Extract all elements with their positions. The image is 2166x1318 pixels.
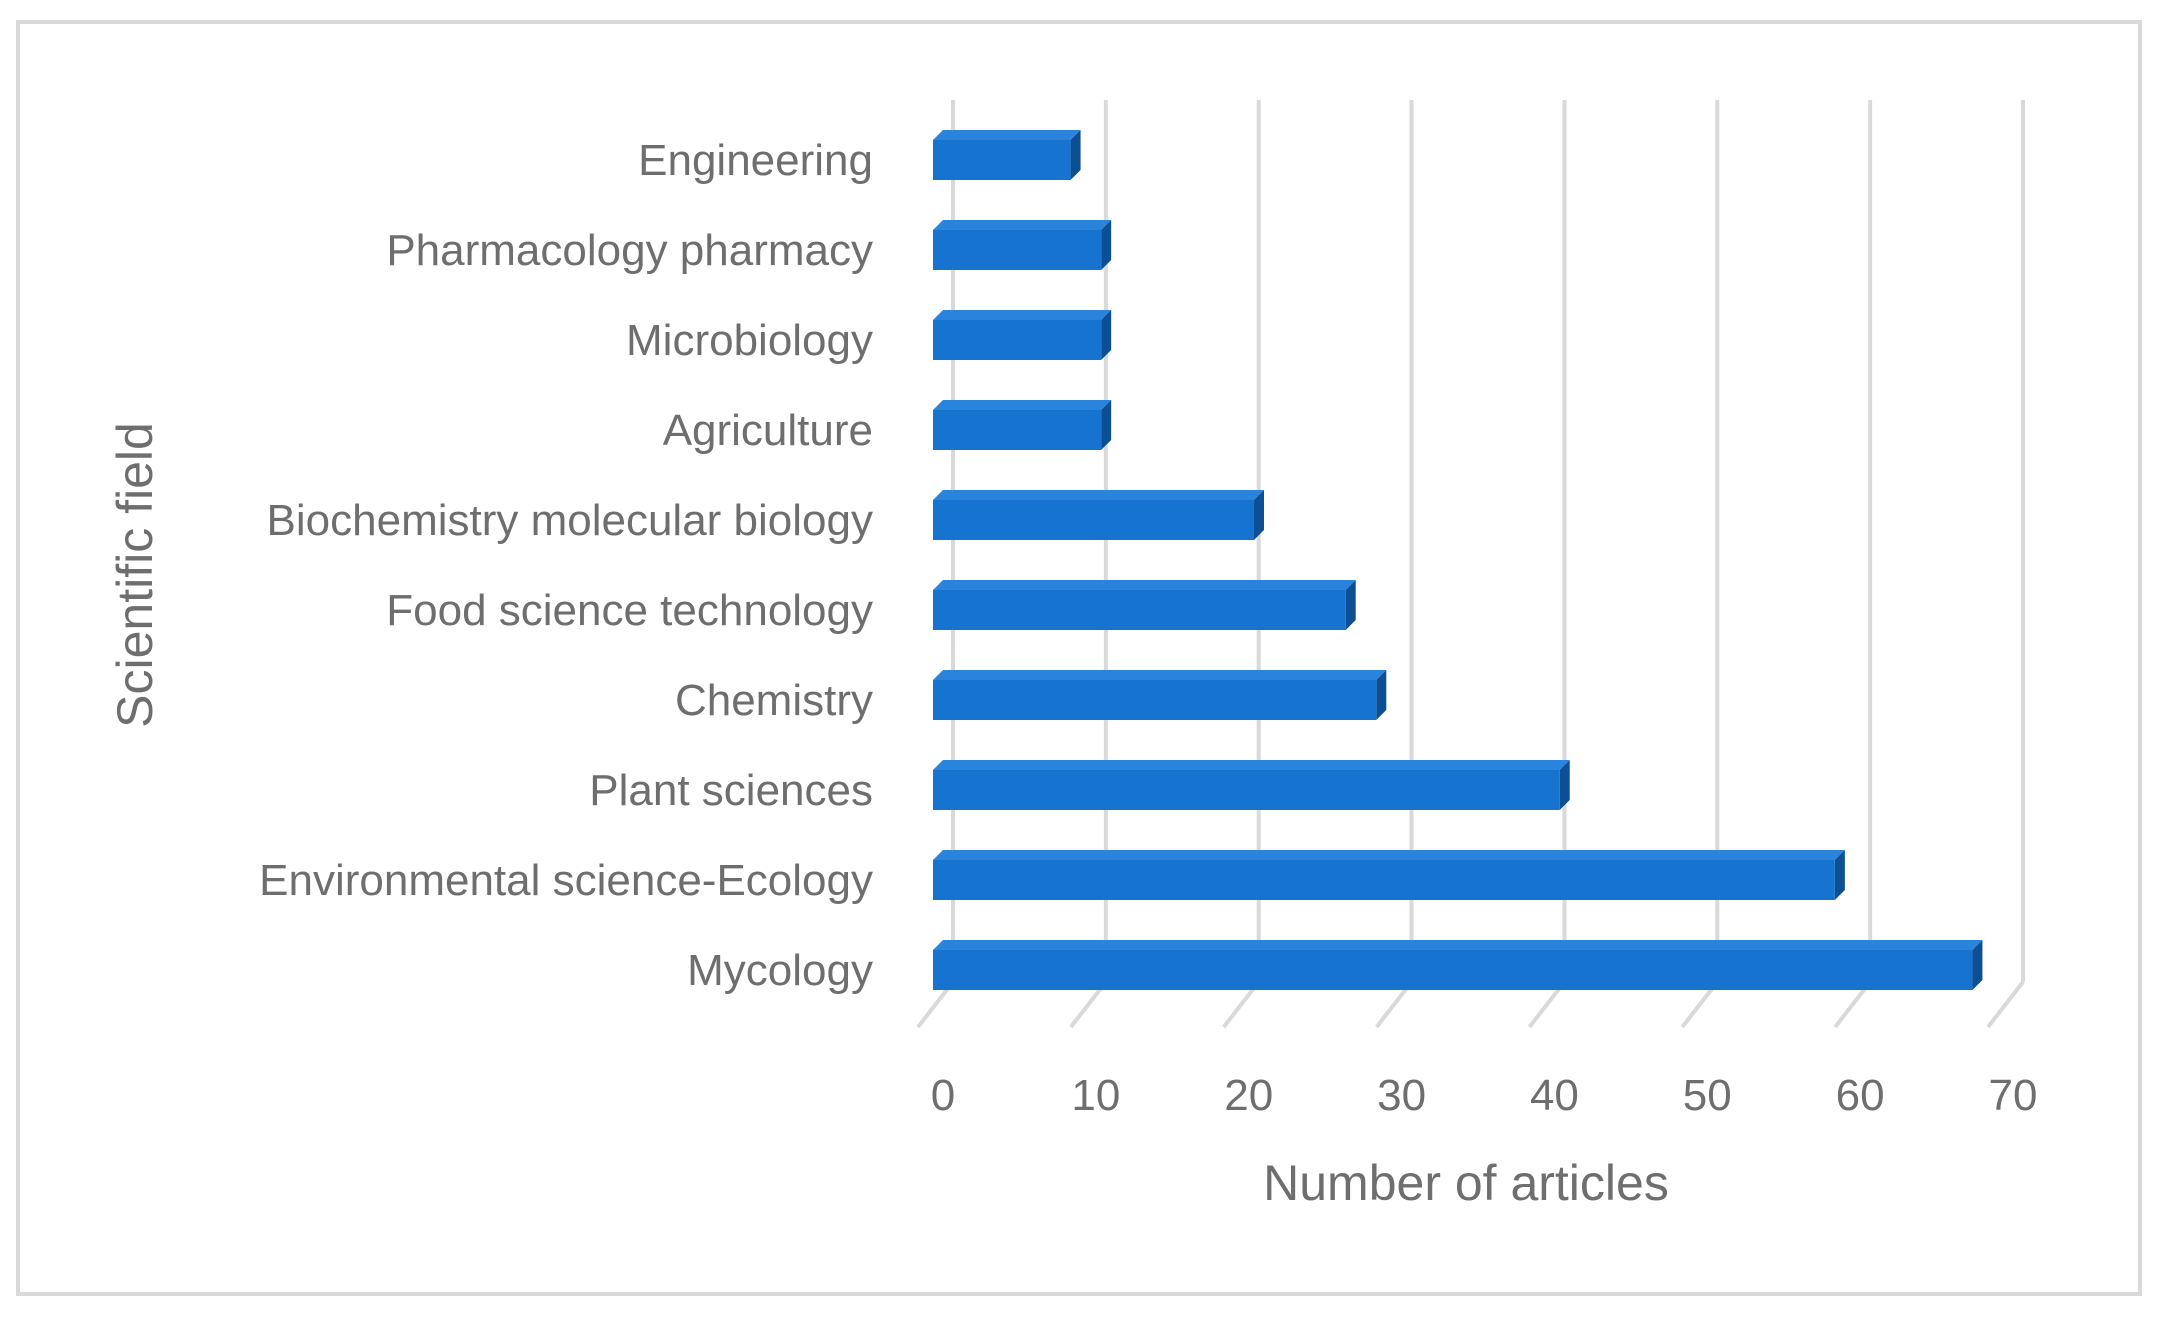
- bar: [933, 760, 1570, 810]
- category-label: Engineering: [638, 136, 873, 185]
- x-tick-label: 30: [1377, 1071, 1426, 1120]
- bar-side-face: [1972, 940, 1983, 990]
- x-tick-label: 40: [1530, 1071, 1579, 1120]
- bar-front-face: [933, 860, 1835, 900]
- bar-side-face: [1101, 400, 1112, 450]
- bar-front-face: [933, 410, 1102, 450]
- bar-front-face: [933, 320, 1102, 360]
- category-label: Mycology: [687, 946, 873, 995]
- x-axis-title: Number of articles: [1263, 1155, 1669, 1211]
- category-label: Biochemistry molecular biology: [267, 496, 873, 545]
- bar-side-face: [1559, 760, 1570, 810]
- bar-top-face: [933, 760, 1570, 770]
- bar: [933, 400, 1112, 450]
- category-label: Chemistry: [675, 676, 873, 725]
- bar: [933, 310, 1112, 360]
- bar: [933, 490, 1264, 540]
- bar-top-face: [933, 130, 1081, 140]
- bar: [933, 940, 1983, 990]
- bar-top-face: [933, 940, 1983, 950]
- x-tick-label: 50: [1683, 1071, 1732, 1120]
- bar-top-face: [933, 490, 1264, 500]
- category-label: Pharmacology pharmacy: [386, 226, 873, 275]
- bars: [933, 130, 1983, 990]
- category-label: Microbiology: [626, 316, 873, 365]
- bar-side-face: [1376, 670, 1387, 720]
- bar-side-face: [1254, 490, 1264, 540]
- bar-front-face: [933, 230, 1102, 270]
- bar-top-face: [933, 850, 1845, 860]
- bar-front-face: [933, 770, 1560, 810]
- bar-top-face: [933, 220, 1112, 230]
- bar-side-face: [1101, 220, 1112, 270]
- x-tick-label: 60: [1836, 1071, 1885, 1120]
- category-label: Food science technology: [386, 586, 873, 635]
- category-label: Agriculture: [663, 406, 873, 455]
- bar-side-face: [1345, 580, 1356, 630]
- bar-front-face: [933, 680, 1377, 720]
- bar: [933, 580, 1356, 630]
- bar: [933, 670, 1387, 720]
- category-label: Environmental science-Ecology: [259, 856, 873, 905]
- x-tick-label: 20: [1224, 1071, 1273, 1120]
- bar-top-face: [933, 310, 1112, 320]
- bar-side-face: [1834, 850, 1845, 900]
- x-tick-label: 70: [1989, 1071, 2038, 1120]
- bar: [933, 130, 1081, 180]
- y-axis-title: Scientific field: [107, 422, 163, 728]
- category-labels: Engineering Pharmacology pharmacy Microbio…: [259, 136, 873, 995]
- bar-front-face: [933, 590, 1346, 630]
- x-tick-label: 10: [1071, 1071, 1120, 1120]
- x-tick-label: 0: [931, 1071, 955, 1120]
- bar-front-face: [933, 950, 1973, 990]
- bar: [933, 220, 1112, 270]
- gridline-floor: [1986, 980, 2025, 1029]
- bar-front-face: [933, 500, 1254, 540]
- bar-top-face: [933, 580, 1356, 590]
- bar-side-face: [1101, 310, 1112, 360]
- bar-front-face: [933, 140, 1071, 180]
- bar-top-face: [933, 400, 1112, 410]
- bar: [933, 850, 1845, 900]
- bar-side-face: [1070, 130, 1081, 180]
- bar-top-face: [933, 670, 1387, 680]
- category-label: Plant sciences: [589, 766, 873, 815]
- x-tick-labels: 0 10 20 30 40 50 60 70: [931, 1071, 2038, 1120]
